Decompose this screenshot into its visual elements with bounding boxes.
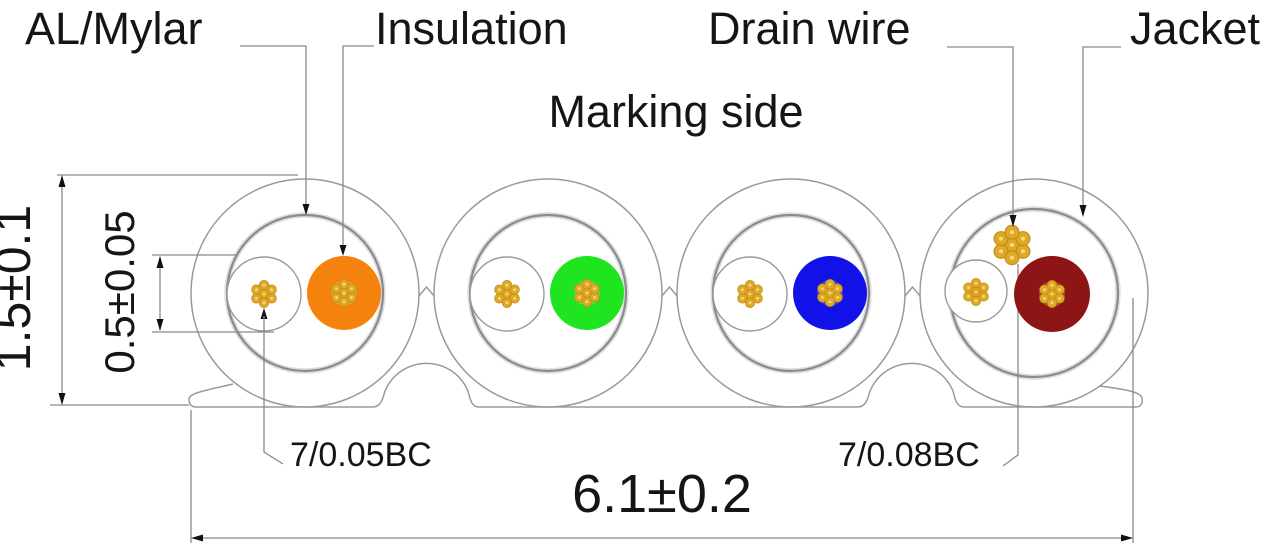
jacket-valley-3	[904, 285, 921, 297]
pod-2	[467, 212, 629, 374]
insulation-arrow-icon	[339, 245, 347, 256]
drain-spec-small-text: 7/0.05BC	[290, 436, 432, 474]
drain-wire-label: Drain wire	[708, 3, 911, 54]
insulation-label: Insulation	[375, 3, 568, 54]
marking-side-label: Marking side	[548, 86, 803, 137]
al-mylar-label: AL/Mylar	[25, 3, 203, 54]
drain-spec-large-leader	[1002, 264, 1019, 467]
unit-arrow-down-icon	[156, 319, 164, 331]
jacket-label: Jacket	[1130, 3, 1261, 54]
dimension-overall-width: 6.1±0.2	[190, 298, 1134, 543]
al-mylar-leader	[240, 45, 307, 206]
jacket-leader	[1082, 46, 1121, 207]
unit-arrow-up-icon	[156, 256, 164, 268]
width-arrow-right-icon	[1121, 534, 1133, 542]
jacket-valley-1	[418, 285, 435, 297]
pod-1	[224, 212, 386, 374]
drain-spec-small-arrow-icon	[260, 308, 268, 319]
callout-leaders	[240, 45, 1121, 465]
dimension-pair-unit: 0.5±0.05	[96, 210, 274, 374]
height-dimension-text: 1.5±0.1	[0, 205, 41, 371]
width-arrow-left-icon	[191, 534, 203, 542]
drain-spec-large-text: 7/0.08BC	[838, 436, 980, 474]
pod-4-main-drain-wire-strands	[993, 224, 1031, 266]
width-dimension-text: 6.1±0.2	[572, 464, 752, 524]
drain-wire-arrow-icon	[1009, 215, 1017, 227]
jacket-arrow-icon	[1079, 205, 1087, 217]
jacket-valley-2	[661, 285, 678, 297]
pod-3	[710, 212, 872, 374]
insulation-leader	[342, 45, 374, 247]
jacket-outline	[188, 178, 1149, 408]
pair-unit-dimension-text: 0.5±0.05	[96, 210, 143, 373]
height-arrow-up-icon	[58, 175, 66, 187]
text-labels: AL/Mylar Insulation Drain wire Jacket Ma…	[25, 3, 1261, 474]
al-mylar-arrow-icon	[302, 204, 310, 215]
height-arrow-down-icon	[58, 393, 66, 405]
drain-spec-small-leader	[263, 316, 284, 465]
drain-wire-leader	[947, 46, 1014, 217]
dimension-overall-height: 1.5±0.1	[0, 174, 298, 406]
pod-4	[944, 206, 1121, 467]
jacket-bottom-web	[188, 362, 1143, 408]
